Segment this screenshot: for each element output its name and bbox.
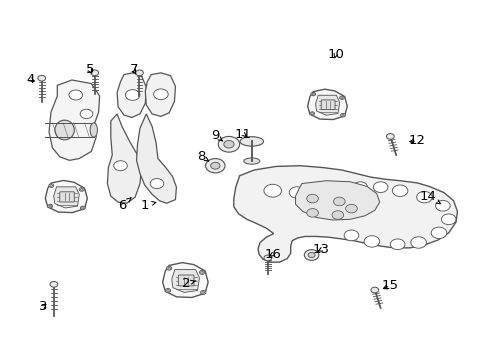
Polygon shape	[163, 263, 208, 297]
Circle shape	[81, 189, 83, 190]
Circle shape	[80, 109, 93, 118]
Text: 3: 3	[39, 300, 47, 313]
Circle shape	[80, 206, 85, 210]
Polygon shape	[171, 270, 199, 292]
Circle shape	[166, 266, 171, 270]
Circle shape	[165, 288, 170, 292]
Circle shape	[416, 192, 431, 203]
Circle shape	[167, 267, 170, 269]
Circle shape	[333, 197, 345, 206]
Circle shape	[307, 252, 314, 258]
Text: 13: 13	[312, 243, 329, 256]
Polygon shape	[49, 80, 100, 160]
Circle shape	[341, 114, 344, 116]
Circle shape	[340, 97, 343, 99]
Text: 9: 9	[211, 129, 222, 142]
Circle shape	[352, 182, 367, 193]
Circle shape	[331, 211, 343, 219]
Polygon shape	[307, 89, 346, 120]
Circle shape	[69, 90, 82, 100]
Circle shape	[210, 162, 220, 169]
Circle shape	[435, 201, 449, 211]
Circle shape	[264, 184, 281, 197]
Circle shape	[81, 207, 84, 209]
FancyBboxPatch shape	[60, 192, 74, 202]
Circle shape	[306, 194, 318, 203]
Text: 8: 8	[197, 150, 208, 163]
Polygon shape	[136, 114, 176, 203]
Circle shape	[125, 90, 140, 100]
Circle shape	[38, 75, 45, 81]
Ellipse shape	[55, 120, 74, 140]
Circle shape	[370, 287, 378, 293]
Circle shape	[372, 182, 387, 193]
Circle shape	[364, 236, 379, 247]
Circle shape	[391, 185, 407, 197]
Text: 15: 15	[381, 279, 398, 292]
Circle shape	[309, 112, 314, 115]
Text: 16: 16	[264, 248, 281, 261]
Circle shape	[410, 237, 426, 248]
Circle shape	[218, 136, 239, 152]
Polygon shape	[117, 73, 146, 117]
Circle shape	[345, 204, 357, 213]
FancyBboxPatch shape	[178, 275, 194, 286]
Polygon shape	[233, 166, 457, 262]
Ellipse shape	[90, 123, 97, 137]
Circle shape	[264, 255, 271, 261]
Ellipse shape	[244, 158, 259, 164]
Circle shape	[306, 208, 318, 217]
Polygon shape	[295, 181, 379, 220]
Circle shape	[201, 271, 203, 273]
Circle shape	[339, 96, 344, 99]
Polygon shape	[107, 114, 141, 203]
Circle shape	[331, 189, 346, 200]
Circle shape	[311, 93, 314, 95]
Text: 6: 6	[118, 198, 131, 212]
Circle shape	[91, 70, 99, 76]
Circle shape	[135, 70, 143, 76]
Text: 7: 7	[129, 63, 138, 76]
Polygon shape	[45, 180, 87, 212]
Circle shape	[430, 227, 446, 239]
Circle shape	[308, 189, 324, 200]
Circle shape	[49, 205, 51, 207]
Text: 11: 11	[235, 128, 251, 141]
Circle shape	[389, 239, 404, 249]
Circle shape	[202, 292, 204, 293]
Circle shape	[50, 185, 52, 186]
Circle shape	[48, 204, 53, 208]
Circle shape	[166, 289, 169, 292]
Circle shape	[310, 113, 313, 114]
Circle shape	[50, 282, 58, 287]
Circle shape	[386, 134, 393, 139]
Text: 4: 4	[26, 73, 35, 86]
Text: 5: 5	[85, 63, 94, 76]
Circle shape	[224, 140, 234, 148]
Circle shape	[344, 230, 358, 241]
Circle shape	[340, 113, 345, 117]
Circle shape	[153, 89, 168, 100]
Polygon shape	[54, 187, 79, 208]
Circle shape	[200, 291, 205, 294]
FancyBboxPatch shape	[321, 100, 334, 109]
Circle shape	[288, 187, 304, 198]
Circle shape	[49, 184, 54, 187]
Circle shape	[205, 158, 224, 173]
Circle shape	[304, 249, 318, 260]
Circle shape	[79, 188, 84, 191]
Circle shape	[150, 179, 163, 189]
Text: 14: 14	[419, 190, 440, 204]
Text: 1: 1	[141, 198, 156, 212]
Text: 12: 12	[408, 134, 425, 147]
Circle shape	[310, 93, 315, 96]
Circle shape	[114, 161, 127, 171]
Ellipse shape	[240, 137, 263, 146]
Text: 10: 10	[327, 48, 344, 61]
Text: 2: 2	[182, 277, 196, 290]
Circle shape	[199, 270, 204, 274]
Polygon shape	[315, 95, 339, 115]
Polygon shape	[145, 73, 175, 116]
Circle shape	[441, 214, 455, 225]
